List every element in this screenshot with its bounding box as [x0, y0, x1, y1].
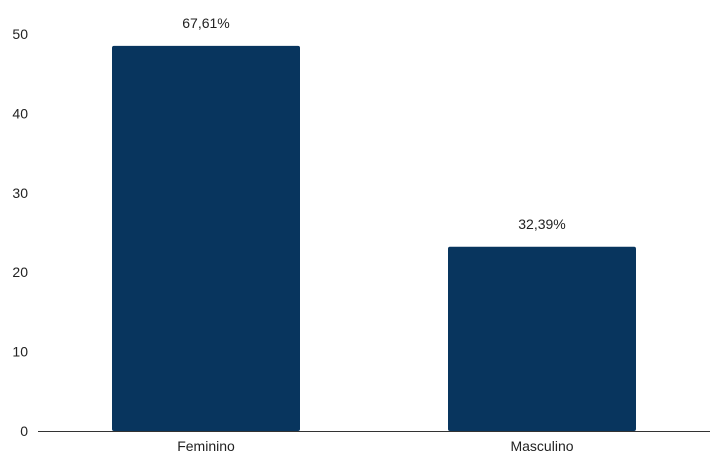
- y-tick-label: 40: [12, 105, 28, 121]
- bar-feminino: [112, 45, 300, 431]
- x-tick-label-masculino: Masculino: [510, 438, 573, 453]
- x-axis-labels: Feminino Masculino: [177, 438, 574, 453]
- y-tick-label: 20: [12, 264, 28, 280]
- y-tick-label: 10: [12, 344, 28, 360]
- data-labels: 67,61% 32,39%: [182, 15, 565, 232]
- y-axis-ticks: 0 10 20 30 40 50: [12, 26, 28, 439]
- bars: [112, 45, 636, 431]
- bar-masculino: [448, 246, 636, 431]
- data-label-masculino: 32,39%: [518, 216, 565, 232]
- y-tick-label: 0: [20, 423, 28, 439]
- data-label-feminino: 67,61%: [182, 15, 229, 31]
- x-tick-label-feminino: Feminino: [177, 438, 235, 453]
- y-tick-label: 30: [12, 185, 28, 201]
- y-tick-label: 50: [12, 26, 28, 42]
